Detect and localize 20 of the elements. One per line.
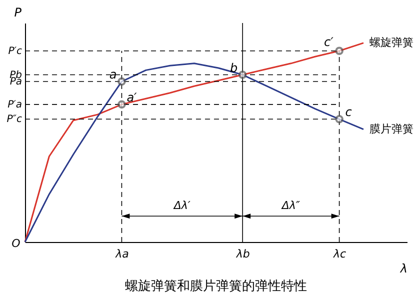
ref-line-label: P″c [6,114,22,126]
y-axis-title: P [14,6,22,20]
annotation: c [345,105,352,120]
ref-line-label: P′a [8,99,22,110]
ref-line-label: Pa [10,76,22,88]
series-label: 螺旋弹簧 [369,36,414,49]
annotation: a [109,68,117,82]
series-label: 膜片弹簧 [369,122,414,136]
annotation: O [12,237,21,250]
annotation: b [230,60,238,75]
annotation: Δλ″ [280,199,301,212]
annotation: c′ [324,34,334,49]
text: 螺旋弹簧和膜片弹簧的弹性特性 [125,279,307,294]
x-axis-title: λ [399,262,408,276]
x-tick-label: λb [235,248,250,260]
x-tick-label: λa [114,248,130,260]
annotation: Δλ′ [172,199,191,212]
x-tick-label: λc [332,248,346,260]
ref-line-label: P′c [8,46,22,57]
annotation: a′ [126,90,138,104]
